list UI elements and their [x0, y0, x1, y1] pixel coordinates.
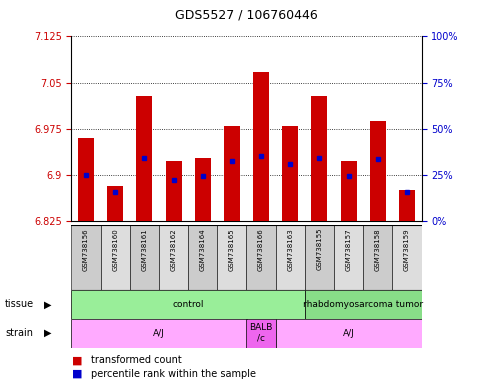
Bar: [159, 225, 188, 290]
Text: percentile rank within the sample: percentile rank within the sample: [91, 369, 256, 379]
Text: strain: strain: [5, 328, 33, 338]
Text: GSM738164: GSM738164: [200, 228, 206, 271]
Text: A/J: A/J: [153, 329, 165, 338]
Text: GSM738160: GSM738160: [112, 228, 118, 271]
Text: GSM738166: GSM738166: [258, 228, 264, 271]
Text: rhabdomyosarcoma tumor: rhabdomyosarcoma tumor: [303, 300, 423, 309]
Bar: [71, 225, 101, 290]
Bar: [276, 319, 422, 348]
Text: ■: ■: [71, 369, 82, 379]
Bar: [305, 290, 422, 319]
Text: GDS5527 / 106760446: GDS5527 / 106760446: [175, 8, 318, 21]
Bar: [71, 290, 305, 319]
Bar: [312, 96, 327, 221]
Bar: [195, 157, 211, 221]
Text: BALB
/c: BALB /c: [249, 323, 273, 343]
Bar: [282, 126, 298, 221]
Bar: [101, 225, 130, 290]
Text: GSM738161: GSM738161: [141, 228, 147, 271]
Bar: [253, 71, 269, 221]
Text: GSM738162: GSM738162: [171, 228, 176, 271]
Text: ■: ■: [71, 355, 82, 365]
Text: ▶: ▶: [44, 328, 52, 338]
Bar: [276, 225, 305, 290]
Bar: [363, 225, 392, 290]
Text: GSM738157: GSM738157: [346, 228, 352, 271]
Bar: [137, 96, 152, 221]
Bar: [71, 319, 246, 348]
Text: GSM738163: GSM738163: [287, 228, 293, 271]
Text: A/J: A/J: [343, 329, 354, 338]
Bar: [130, 225, 159, 290]
Bar: [246, 225, 276, 290]
Text: transformed count: transformed count: [91, 355, 182, 365]
Text: tissue: tissue: [5, 299, 34, 310]
Bar: [224, 126, 240, 221]
Bar: [78, 138, 94, 221]
Bar: [246, 319, 276, 348]
Bar: [217, 225, 246, 290]
Text: GSM738159: GSM738159: [404, 228, 410, 271]
Bar: [305, 225, 334, 290]
Bar: [188, 225, 217, 290]
Bar: [370, 121, 386, 221]
Text: GSM738158: GSM738158: [375, 228, 381, 271]
Text: GSM738156: GSM738156: [83, 228, 89, 271]
Bar: [392, 225, 422, 290]
Bar: [166, 161, 181, 221]
Text: control: control: [173, 300, 204, 309]
Bar: [334, 225, 363, 290]
Text: ▶: ▶: [44, 299, 52, 310]
Bar: [399, 190, 415, 221]
Text: GSM738165: GSM738165: [229, 228, 235, 271]
Bar: [107, 186, 123, 221]
Text: GSM738155: GSM738155: [317, 228, 322, 270]
Bar: [341, 161, 356, 221]
